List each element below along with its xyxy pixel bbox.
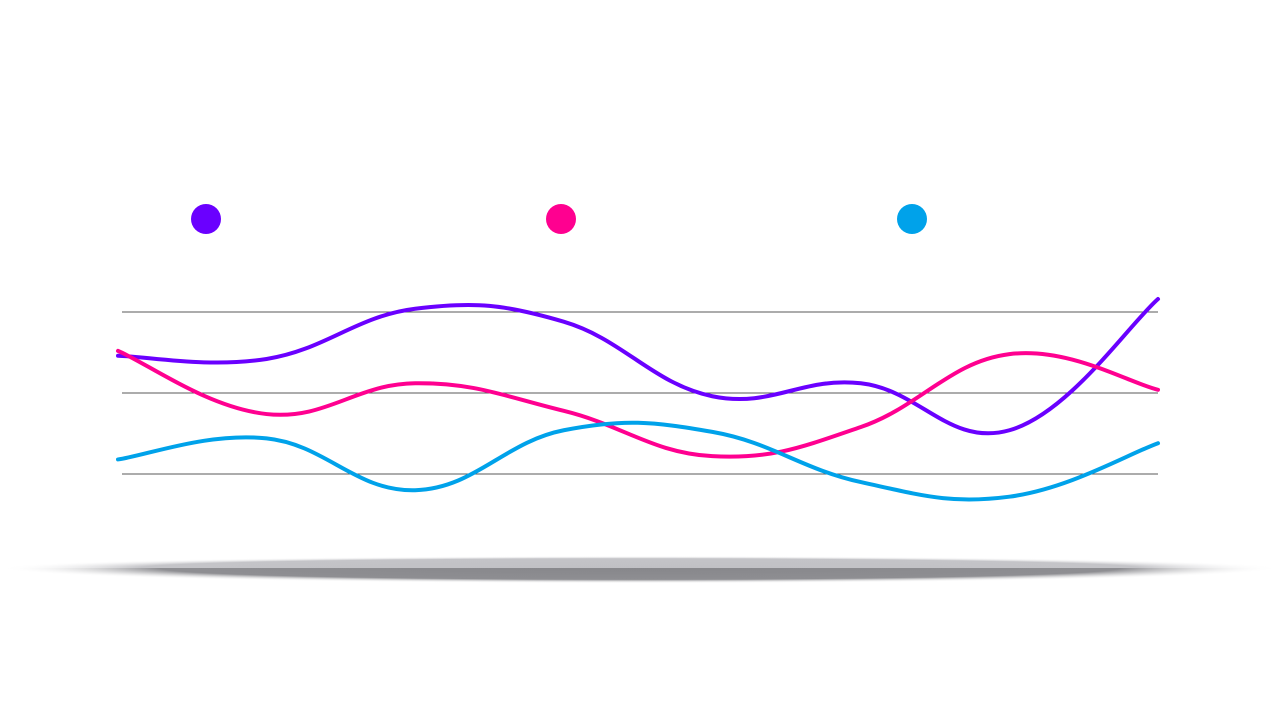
legend-marker-1 <box>191 204 221 234</box>
x-tick-day-label: Sat <box>557 615 587 636</box>
x-tick-5: Mon 30 <box>784 612 904 672</box>
x-tick-day-label: Thu <box>284 615 318 636</box>
x-tick-4: Sun 29 <box>650 612 770 672</box>
x-tick-date-label: 27 <box>423 644 451 671</box>
x-tick-day-label: Mon <box>825 615 863 636</box>
x-tick-0: Wed <box>104 612 224 644</box>
x-tick-day-label: Wed <box>1096 615 1136 636</box>
x-tick-date-label: 28 <box>558 644 586 671</box>
x-tick-day-label: Tue <box>963 615 997 636</box>
legend-marker-2 <box>546 204 576 234</box>
floor-shadow-top <box>0 440 1280 568</box>
legend-marker-3 <box>897 204 927 234</box>
x-tick-date-label: 30 <box>830 644 858 671</box>
x-axis-labels: Wed Thu 26 Fri 27 Sat 28 Sun 29 Mon 30 Tue Wed <box>0 612 1280 702</box>
gridlines <box>122 311 1158 475</box>
floor-shadow-bottom <box>0 568 1280 708</box>
x-tick-7: Wed <box>1056 612 1176 644</box>
x-tick-2: Fri 27 <box>377 612 497 672</box>
series-lines <box>116 297 1160 502</box>
x-tick-1: Thu 26 <box>241 612 361 672</box>
series-line-1 <box>116 297 1160 436</box>
x-tick-date-label: 26 <box>287 644 315 671</box>
x-tick-date-label: 29 <box>696 644 724 671</box>
x-tick-day-label: Wed <box>144 615 184 636</box>
series-line-2 <box>116 348 1160 459</box>
x-tick-day-label: Sun <box>693 615 727 636</box>
x-tick-day-label: Fri <box>425 615 449 636</box>
x-tick-3: Sat 28 <box>512 612 632 672</box>
series-line-3 <box>116 420 1160 502</box>
x-tick-6: Tue <box>920 612 1040 644</box>
